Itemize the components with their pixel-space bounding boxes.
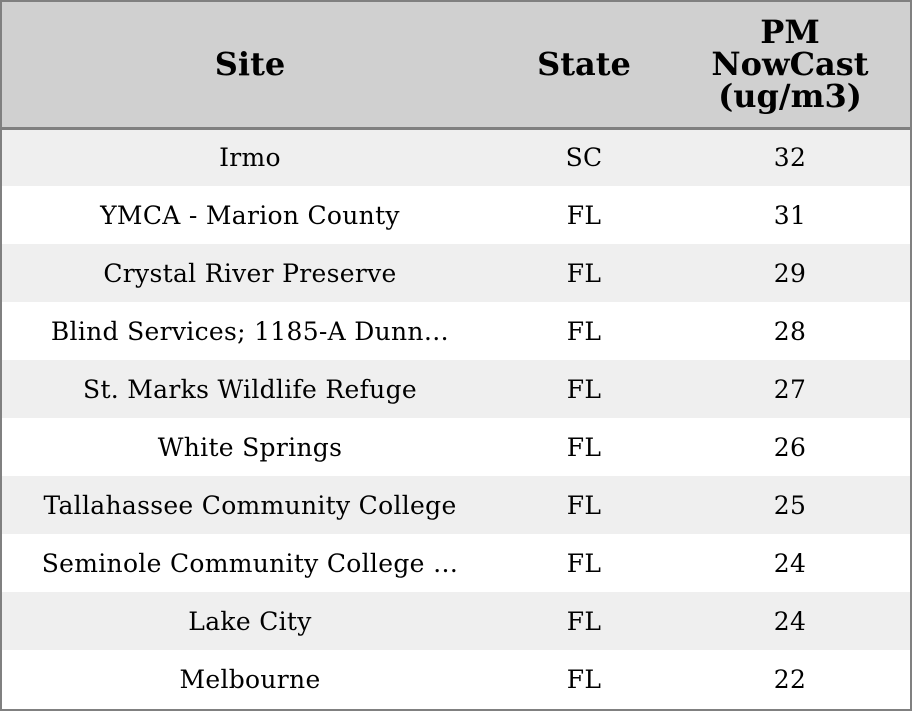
table-row: Lake City FL 24 (2, 592, 910, 650)
column-header-pm-nowcast[interactable]: PM NowCast (ug/m3) (670, 2, 910, 130)
table-row: Melbourne FL 22 (2, 650, 910, 708)
column-header-pm-line-1: PM (760, 13, 820, 52)
cell-pm-nowcast: 29 (773, 258, 807, 288)
header-row: Site State PM NowCast (ug/m3) (2, 2, 910, 130)
cell-pm-nowcast: 32 (773, 143, 807, 173)
column-header-pm-line-3: (ug/m3) (718, 77, 862, 116)
table-row: White Springs FL 26 (2, 418, 910, 476)
cell-pm-nowcast: 28 (773, 316, 807, 346)
cell-site: Melbourne (179, 664, 321, 694)
cell-site: Blind Services; 1185-A Dunn… (50, 316, 450, 346)
cell-state: FL (566, 664, 602, 694)
cell-state: FL (566, 258, 602, 288)
table-row: Tallahassee Community College FL 25 (2, 476, 910, 534)
cell-state: FL (566, 374, 602, 404)
cell-pm-nowcast: 24 (773, 548, 807, 578)
cell-site: Irmo (219, 143, 281, 173)
table-body: Irmo SC 32 YMCA - Marion County FL 31 Crystal … (2, 128, 910, 708)
table-row: St. Marks Wildlife Refuge FL 27 (2, 360, 910, 418)
cell-state: FL (566, 200, 602, 230)
cell-pm-nowcast: 25 (773, 490, 807, 520)
cell-state: FL (566, 316, 602, 346)
cell-site: YMCA - Marion County (100, 200, 400, 230)
cell-state: FL (566, 548, 602, 578)
cell-pm-nowcast: 24 (773, 606, 807, 636)
cell-pm-nowcast: 26 (773, 432, 807, 462)
cell-site: White Springs (157, 432, 343, 462)
cell-site: Seminole Community College … (41, 548, 459, 578)
cell-state: FL (566, 606, 602, 636)
cell-pm-nowcast: 27 (773, 374, 807, 404)
cell-site: Tallahassee Community College (43, 490, 457, 520)
cell-pm-nowcast: 31 (773, 200, 807, 230)
column-header-pm-line-2: NowCast (711, 45, 869, 84)
cell-site: St. Marks Wildlife Refuge (83, 374, 417, 404)
cell-state: FL (566, 490, 602, 520)
table-row: YMCA - Marion County FL 31 (2, 186, 910, 244)
column-header-state[interactable]: State (498, 2, 670, 130)
column-header-site[interactable]: Site (2, 2, 498, 130)
cell-pm-nowcast: 22 (773, 664, 807, 694)
cell-site: Lake City (188, 606, 312, 636)
table-row: Crystal River Preserve FL 29 (2, 244, 910, 302)
table-header: Site State PM NowCast (ug/m3) (2, 2, 910, 130)
table-row: Blind Services; 1185-A Dunn… FL 28 (2, 302, 910, 360)
table-row: Irmo SC 32 (2, 128, 910, 186)
cell-site: Crystal River Preserve (103, 258, 397, 288)
cell-state: SC (565, 143, 603, 173)
table-row: Seminole Community College … FL 24 (2, 534, 910, 592)
cell-state: FL (566, 432, 602, 462)
